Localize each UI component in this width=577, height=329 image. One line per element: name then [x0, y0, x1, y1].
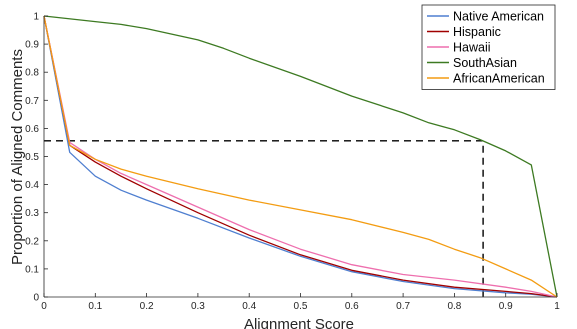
- legend-label-hispanic: Hispanic: [453, 25, 501, 39]
- y-tick-label: 0.9: [25, 40, 39, 51]
- y-axis-label: Proportion of Aligned Comments: [9, 49, 26, 265]
- y-tick-label: 0.6: [25, 124, 39, 135]
- y-tick-label: 0.7: [25, 96, 39, 107]
- x-tick-label: 0.4: [242, 301, 256, 312]
- x-tick-label: 0.7: [396, 301, 410, 312]
- x-tick-label: 0.3: [191, 301, 205, 312]
- x-tick-label: 0.6: [345, 301, 359, 312]
- y-tick-label: 1: [33, 12, 39, 23]
- x-tick-label: 1: [554, 301, 560, 312]
- legend-label-hawaii: Hawaii: [453, 41, 491, 55]
- x-axis-label: Alignment Score: [244, 316, 354, 329]
- y-tick-label: 0: [33, 293, 39, 304]
- x-tick-label: 0.1: [88, 301, 102, 312]
- x-tick-label: 0: [41, 301, 47, 312]
- x-tick-label: 0.2: [140, 301, 154, 312]
- y-tick-label: 0.2: [25, 236, 39, 247]
- y-tick-label: 0.4: [25, 180, 39, 191]
- x-tick-label: 0.9: [499, 301, 513, 312]
- y-tick-label: 0.3: [25, 208, 39, 219]
- y-tick-label: 0.1: [25, 264, 39, 275]
- legend-label-southasian: SouthAsian: [453, 56, 517, 70]
- legend-label-africanamerican: AfricanAmerican: [453, 72, 545, 86]
- x-tick-label: 0.5: [294, 301, 308, 312]
- x-tick-label: 0.8: [447, 301, 461, 312]
- y-tick-label: 0.5: [25, 152, 39, 163]
- y-tick-label: 0.8: [25, 68, 39, 79]
- legend-label-native-american: Native American: [453, 10, 544, 24]
